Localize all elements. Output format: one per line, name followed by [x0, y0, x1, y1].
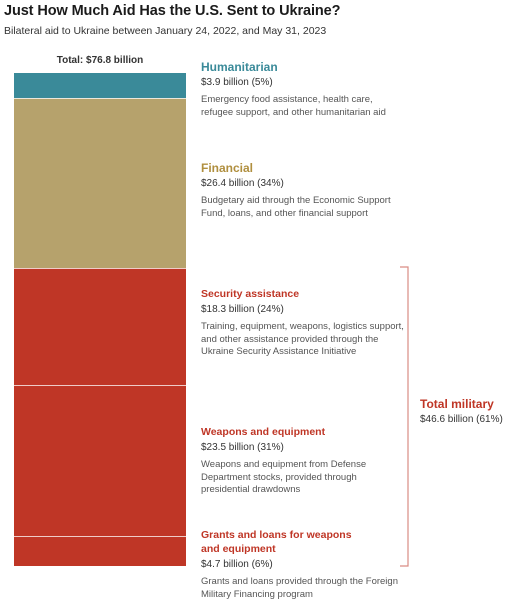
bar-segment-weapons-and-equipment — [14, 384, 186, 536]
total-label: Total: $76.8 billion — [56, 55, 144, 66]
bar-segment-grants-and-loans-for-weapons-and-equipment — [14, 535, 186, 566]
category-value: $4.7 billion (6%) — [201, 559, 273, 570]
category-weapons-and-equipment: Weapons and equipment $23.5 billion (31%… — [201, 425, 406, 497]
bar-segment-humanitarian — [14, 73, 186, 99]
category-financial: Financial $26.4 billion (34%) Budgetary … — [201, 161, 406, 220]
segment-divider — [14, 98, 186, 100]
category-value: $3.9 billion (5%) — [201, 77, 273, 88]
category-value: $26.4 billion (34%) — [201, 178, 284, 189]
category-value: $18.3 billion (24%) — [201, 304, 284, 315]
category-value: $23.5 billion (31%) — [201, 442, 284, 453]
bar-segment-security-assistance — [14, 267, 186, 385]
category-security-assistance: Security assistance $18.3 billion (24%) … — [201, 287, 406, 359]
category-name: Security assistance — [201, 288, 300, 300]
category-description: Emergency food assistance, health care, … — [201, 94, 386, 118]
segment-divider — [14, 535, 186, 537]
stacked-bar — [14, 73, 186, 566]
chart-subtitle: Bilateral aid to Ukraine between January… — [4, 25, 327, 37]
category-description: Training, equipment, weapons, logistics … — [201, 321, 404, 357]
category-name: Weapons and equipment — [201, 426, 326, 438]
category-description: Grants and loans provided through the Fo… — [201, 576, 398, 600]
segment-divider — [14, 384, 186, 386]
category-grants-and-loans: Grants and loans for weapons and equipme… — [201, 528, 398, 601]
segment-divider — [14, 267, 186, 269]
category-humanitarian: Humanitarian $3.9 billion (5%) Emergency… — [201, 60, 406, 119]
bar-segment-financial — [14, 98, 186, 268]
category-description: Budgetary aid through the Economic Suppo… — [201, 195, 391, 219]
group-name: Total military — [420, 397, 494, 411]
category-name: Humanitarian — [201, 60, 278, 74]
category-name: Grants and loans for weapons and equipme… — [201, 529, 352, 555]
military-bracket — [400, 266, 409, 567]
category-name: Financial — [201, 161, 254, 175]
group-value: $46.6 billion (61%) — [420, 414, 503, 425]
category-description: Weapons and equipment from Defense Depar… — [201, 459, 367, 495]
chart-title: Just How Much Aid Has the U.S. Sent to U… — [4, 3, 341, 19]
total-military-label: Total military $46.6 billion (61%) — [420, 397, 508, 425]
